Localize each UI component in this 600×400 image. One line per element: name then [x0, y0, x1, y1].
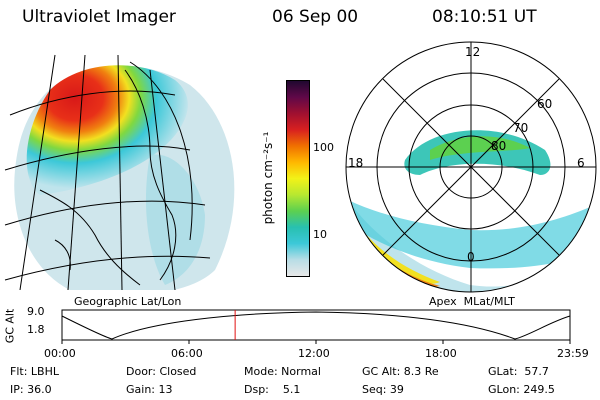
apex-caption: Apex MLat/MLT [429, 295, 515, 308]
info-glat: GLat: 57.7 [488, 365, 549, 378]
latlon-grid [4, 54, 211, 290]
colorbar-tick-10: 10 [313, 228, 327, 241]
coastline [124, 69, 177, 281]
mlt-label-6: 6 [577, 156, 585, 170]
time-label: 08:10:51 UT [432, 7, 537, 27]
info-door: Door: Closed [126, 365, 197, 378]
date-label: 06 Sep 00 [272, 7, 359, 27]
info-flt: Flt: LBHL [10, 365, 59, 378]
colorbar [286, 80, 310, 277]
instrument-title: Ultraviolet Imager [22, 7, 176, 27]
timeline-xtick-3: 18:00 [425, 347, 457, 360]
info-ip: IP: 36.0 [10, 383, 52, 396]
timeline-ytick-top: 9.0 [27, 305, 45, 318]
mlt-label-12: 12 [465, 45, 481, 59]
info-mode: Mode: Normal [244, 365, 321, 378]
mlat-label-80: 80 [491, 139, 507, 153]
timeline-xtick-1: 06:00 [171, 347, 203, 360]
mlat-label-70: 70 [513, 121, 529, 135]
timeline-xtick-4: 23:59 [557, 347, 589, 360]
info-gain: Gain: 13 [126, 383, 173, 396]
colorbar-tick-100: 100 [313, 141, 334, 154]
mlat-label-60: 60 [537, 97, 553, 111]
mlt-label-0: 0 [467, 250, 475, 264]
timeline-plot [61, 309, 571, 344]
geographic-caption: Geographic Lat/Lon [74, 295, 182, 308]
timeline-xtick-0: 00:00 [44, 347, 76, 360]
info-glon: GLon: 249.5 [488, 383, 555, 396]
mlt-label-18: 18 [348, 156, 364, 170]
timeline-ytick-bottom: 1.8 [27, 323, 45, 336]
timeline-xtick-2: 12:00 [298, 347, 330, 360]
polar-image-panel [345, 41, 597, 293]
altitude-curve [61, 311, 571, 340]
info-gcalt: GC Alt: 8.3 Re [362, 365, 439, 378]
info-seq: Seq: 39 [362, 383, 404, 396]
info-dsp: Dsp: 5.1 [244, 383, 301, 396]
timeline-ylabel: GC Alt [3, 308, 17, 344]
colorbar-unit-label: photon cm⁻²s⁻¹ [261, 131, 275, 225]
